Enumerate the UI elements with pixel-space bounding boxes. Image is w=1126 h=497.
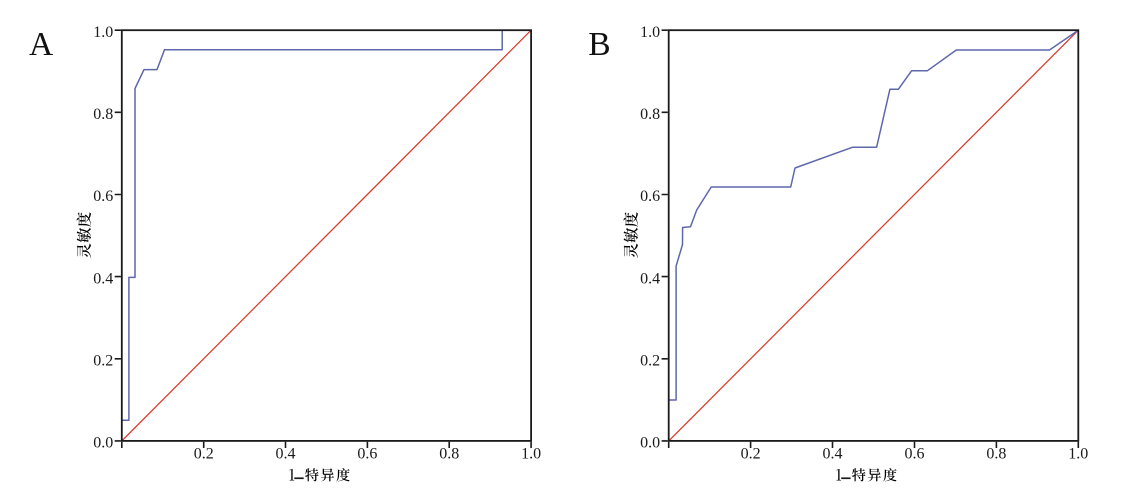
svg-text:0.6: 0.6 (640, 188, 660, 205)
svg-text:0.0: 0.0 (640, 435, 660, 452)
svg-text:0.4: 0.4 (640, 270, 660, 287)
svg-text:1.0: 1.0 (1068, 446, 1088, 463)
svg-text:0.6: 0.6 (905, 446, 925, 463)
svg-text:0.4: 0.4 (276, 446, 296, 463)
svg-text:0.8: 0.8 (93, 106, 113, 123)
svg-text:0.4: 0.4 (93, 270, 113, 287)
svg-text:0.4: 0.4 (823, 446, 843, 463)
svg-text:A: A (29, 26, 53, 63)
svg-text:0.2: 0.2 (640, 353, 660, 370)
svg-text:0.0: 0.0 (93, 435, 113, 452)
svg-text:1.0: 1.0 (640, 24, 660, 41)
svg-text:0.8: 0.8 (986, 446, 1006, 463)
svg-text:0.2: 0.2 (93, 353, 113, 370)
svg-text:B: B (588, 26, 610, 63)
svg-text:1.0: 1.0 (521, 446, 541, 463)
svg-text:0.6: 0.6 (357, 446, 377, 463)
svg-text:0.8: 0.8 (640, 106, 660, 123)
svg-text:0.2: 0.2 (194, 446, 214, 463)
svg-text:0.8: 0.8 (439, 446, 459, 463)
svg-text:0.6: 0.6 (93, 188, 113, 205)
svg-text:1.0: 1.0 (93, 24, 113, 41)
svg-text:0.2: 0.2 (741, 446, 761, 463)
